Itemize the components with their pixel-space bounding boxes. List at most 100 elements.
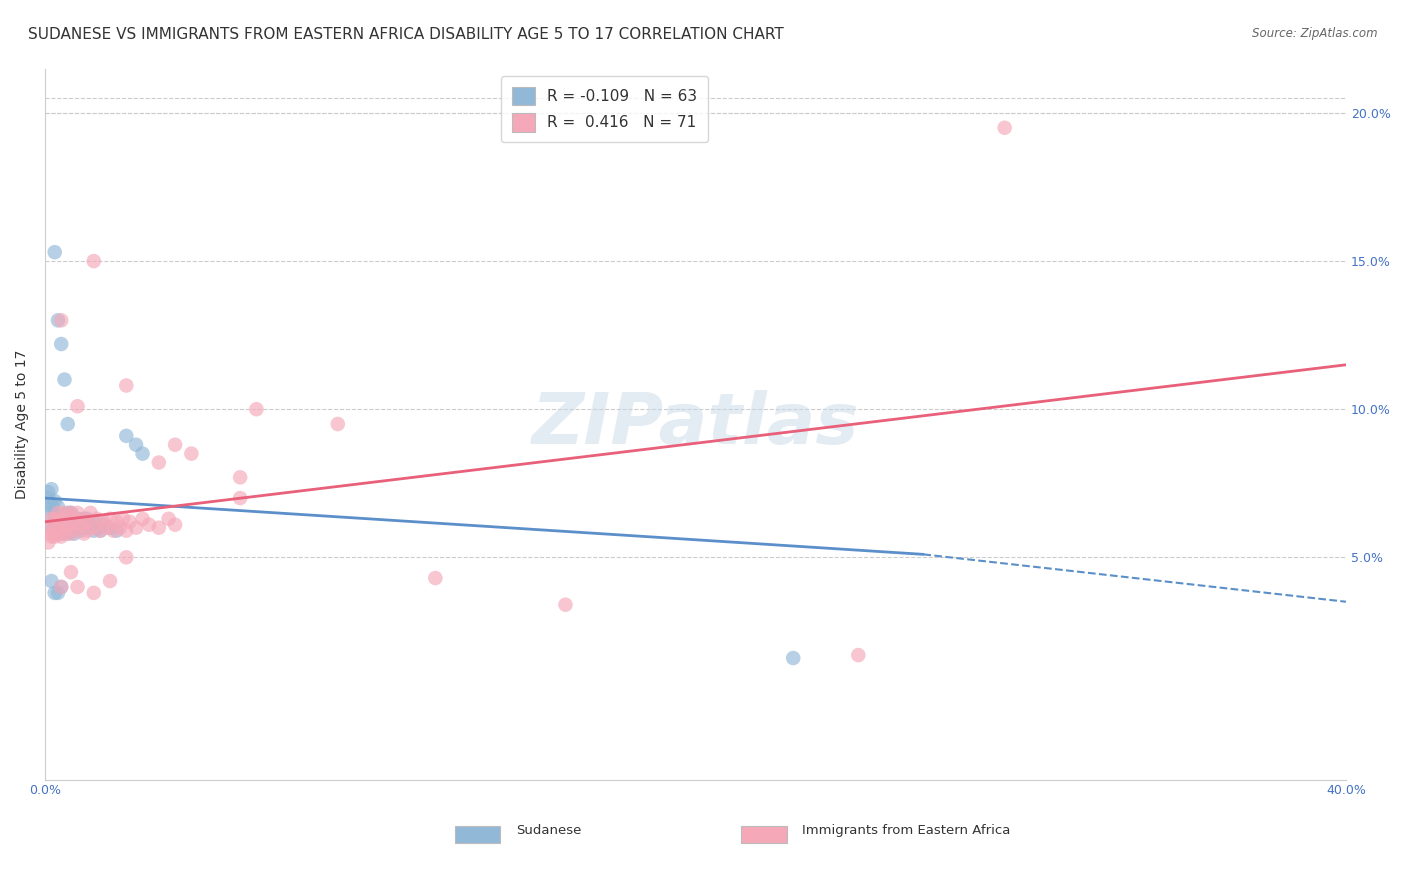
Text: SUDANESE VS IMMIGRANTS FROM EASTERN AFRICA DISABILITY AGE 5 TO 17 CORRELATION CH: SUDANESE VS IMMIGRANTS FROM EASTERN AFRI… [28, 27, 785, 42]
Point [46, 512, 69, 526]
Point [59, 565, 82, 579]
Point [115, 550, 138, 565]
Point [51, 313, 73, 327]
Point [98, 512, 121, 526]
Point [76, 515, 98, 529]
Point [51, 512, 73, 526]
Point [59, 506, 82, 520]
Point [41, 574, 63, 588]
Point [53, 508, 76, 523]
FancyBboxPatch shape [741, 826, 787, 844]
Point [89, 524, 111, 538]
Point [46, 313, 69, 327]
Point [98, 521, 121, 535]
Point [69, 515, 91, 529]
Point [326, 417, 349, 431]
Point [79, 517, 101, 532]
Point [51, 524, 73, 538]
Point [51, 512, 73, 526]
Point [138, 517, 160, 532]
Point [46, 524, 69, 538]
Point [96, 521, 118, 535]
Point [180, 447, 202, 461]
Point [56, 521, 79, 535]
Point [229, 470, 252, 484]
Point [76, 524, 98, 538]
Point [125, 521, 148, 535]
Point [51, 521, 73, 535]
Text: Immigrants from Eastern Africa: Immigrants from Eastern Africa [803, 824, 1011, 838]
Point [41, 530, 63, 544]
Point [56, 526, 79, 541]
Point [46, 506, 69, 520]
Point [37, 535, 59, 549]
Point [44, 512, 66, 526]
Point [846, 648, 869, 662]
Point [76, 521, 98, 535]
Point [56, 508, 79, 523]
Point [44, 530, 66, 544]
Point [44, 586, 66, 600]
Point [51, 530, 73, 544]
Point [73, 526, 96, 541]
Point [131, 512, 153, 526]
Point [59, 526, 82, 541]
Point [63, 526, 86, 541]
Point [37, 491, 59, 505]
Point [63, 515, 86, 529]
Point [245, 402, 267, 417]
Point [83, 515, 105, 529]
Point [83, 524, 105, 538]
Point [56, 417, 79, 431]
Point [112, 512, 135, 526]
Point [66, 580, 89, 594]
Point [108, 521, 131, 535]
Point [44, 521, 66, 535]
Point [51, 526, 73, 541]
Point [73, 521, 96, 535]
Point [63, 524, 86, 538]
Point [93, 517, 115, 532]
Point [83, 521, 105, 535]
Point [53, 373, 76, 387]
Point [148, 456, 170, 470]
Point [148, 521, 170, 535]
Point [229, 491, 252, 505]
Point [115, 429, 138, 443]
Point [51, 508, 73, 523]
Point [115, 378, 138, 392]
Point [73, 512, 96, 526]
Point [125, 438, 148, 452]
Point [73, 512, 96, 526]
Point [44, 245, 66, 260]
Point [53, 515, 76, 529]
Point [115, 524, 138, 538]
Point [105, 524, 128, 538]
Point [165, 438, 187, 452]
Point [46, 515, 69, 529]
Point [51, 580, 73, 594]
Point [86, 521, 108, 535]
Point [63, 512, 86, 526]
Text: Source: ZipAtlas.com: Source: ZipAtlas.com [1253, 27, 1378, 40]
Point [46, 526, 69, 541]
Point [53, 506, 76, 520]
Point [46, 515, 69, 529]
Point [37, 521, 59, 535]
Point [56, 517, 79, 532]
Point [93, 515, 115, 529]
Point [44, 506, 66, 520]
Point [51, 337, 73, 351]
Point [51, 521, 73, 535]
Text: ZIPatlas: ZIPatlas [531, 390, 859, 458]
Point [98, 574, 121, 588]
Point [66, 521, 89, 535]
Point [118, 515, 141, 529]
Point [56, 521, 79, 535]
Point [157, 512, 180, 526]
Point [53, 526, 76, 541]
Point [59, 517, 82, 532]
Point [56, 506, 79, 520]
Point [41, 526, 63, 541]
Point [89, 524, 111, 538]
